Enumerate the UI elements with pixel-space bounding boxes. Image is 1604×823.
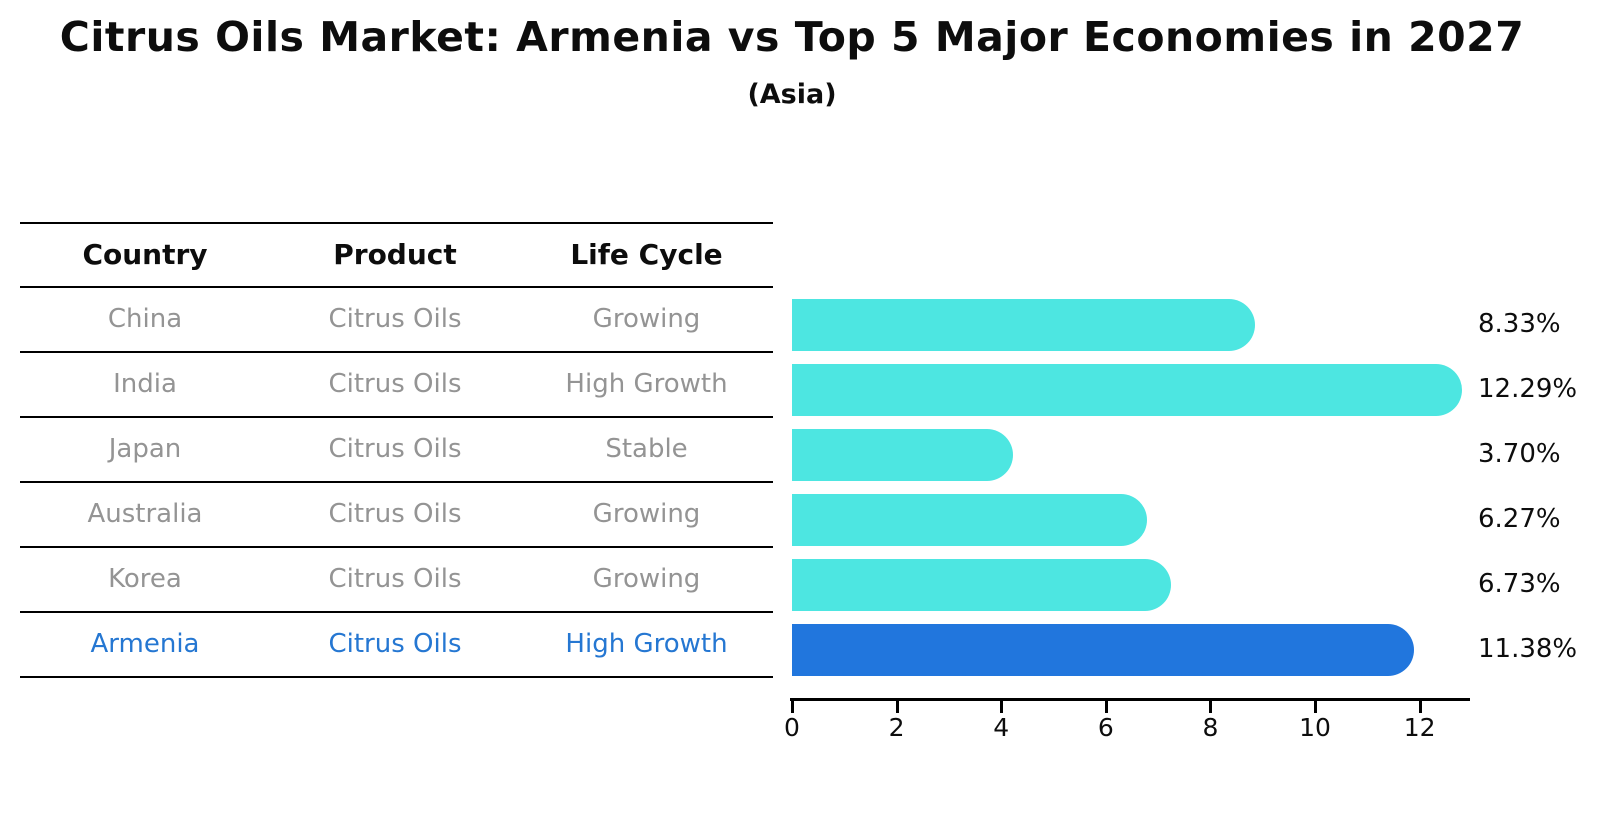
bar-australia	[792, 494, 1147, 546]
bar-value-label: 8.33%	[1478, 309, 1561, 339]
table-cell-country: Japan	[108, 433, 182, 464]
x-axis-tick-label: 6	[1097, 713, 1114, 742]
table-cell-country: India	[113, 368, 177, 399]
x-axis-tick	[791, 701, 794, 713]
table-cell-product: Citrus Oils	[328, 433, 462, 464]
table-divider-line	[20, 286, 773, 288]
table-header-row: Country Product Life Cycle	[20, 222, 773, 286]
bar-value-label: 6.73%	[1478, 569, 1561, 599]
x-axis-tick	[1314, 701, 1317, 713]
table-row-korea: Korea Citrus Oils Growing	[20, 546, 773, 611]
table-divider-line	[20, 546, 773, 548]
bar-value-label: 6.27%	[1478, 504, 1561, 534]
x-axis-tick-label: 2	[888, 713, 905, 742]
bar-value-label: 11.38%	[1478, 634, 1578, 664]
table-divider-line	[20, 222, 773, 224]
x-axis-line	[790, 698, 1470, 701]
x-axis-tick	[1209, 701, 1213, 713]
table-cell-life-cycle: High Growth	[565, 628, 728, 659]
table-header-country: Country	[82, 237, 208, 271]
x-axis-tick	[1418, 701, 1422, 713]
table-cell-country: Australia	[87, 498, 203, 529]
table-cell-life-cycle: Stable	[605, 433, 688, 464]
table-divider-line	[20, 481, 773, 483]
table-cell-life-cycle: High Growth	[565, 368, 728, 399]
bar-value-label: 3.70%	[1478, 439, 1561, 469]
table-cell-product: Citrus Oils	[328, 628, 462, 659]
table-cell-product: Citrus Oils	[328, 498, 462, 529]
bar-value-label: 12.29%	[1478, 374, 1578, 404]
bar-armenia	[792, 624, 1414, 676]
table-row-japan: Japan Citrus Oils Stable	[20, 416, 773, 481]
page-subtitle: (Asia)	[747, 79, 837, 110]
x-axis-tick	[895, 701, 899, 713]
table-row-armenia: Armenia Citrus Oils High Growth	[20, 611, 773, 676]
table-cell-product: Citrus Oils	[328, 303, 462, 334]
table-divider-line	[20, 351, 773, 353]
table-cell-life-cycle: Growing	[592, 303, 701, 334]
table-cell-product: Citrus Oils	[328, 563, 462, 594]
table-header-life-cycle: Life Cycle	[570, 237, 723, 271]
table-divider-line	[20, 676, 773, 678]
table-row-india: India Citrus Oils High Growth	[20, 351, 773, 416]
table-header-product: Product	[333, 237, 457, 271]
bar-china	[792, 299, 1255, 351]
x-axis-tick-label: 0	[784, 713, 800, 742]
table-cell-product: Citrus Oils	[328, 368, 462, 399]
x-axis-tick-label: 12	[1403, 713, 1436, 742]
x-axis-tick-label: 10	[1299, 713, 1331, 742]
bar-korea	[792, 559, 1171, 611]
x-axis-tick-label: 4	[993, 713, 1010, 742]
x-axis-tick	[1000, 701, 1004, 713]
table-cell-country: Armenia	[90, 628, 200, 659]
table-row-australia: Australia Citrus Oils Growing	[20, 481, 773, 546]
page-title: Citrus Oils Market: Armenia vs Top 5 Maj…	[59, 13, 1525, 61]
bar-india	[792, 364, 1462, 416]
table-divider-line	[20, 611, 773, 613]
table-divider-line	[20, 416, 773, 418]
table-cell-life-cycle: Growing	[592, 498, 701, 529]
table-cell-country: China	[107, 303, 183, 334]
x-axis-tick	[1104, 701, 1108, 713]
x-axis-tick-label: 8	[1202, 713, 1219, 742]
table-cell-country: Korea	[108, 563, 182, 594]
table-row-china: China Citrus Oils Growing	[20, 286, 773, 351]
bar-japan	[792, 429, 1013, 481]
table-cell-life-cycle: Growing	[592, 563, 701, 594]
